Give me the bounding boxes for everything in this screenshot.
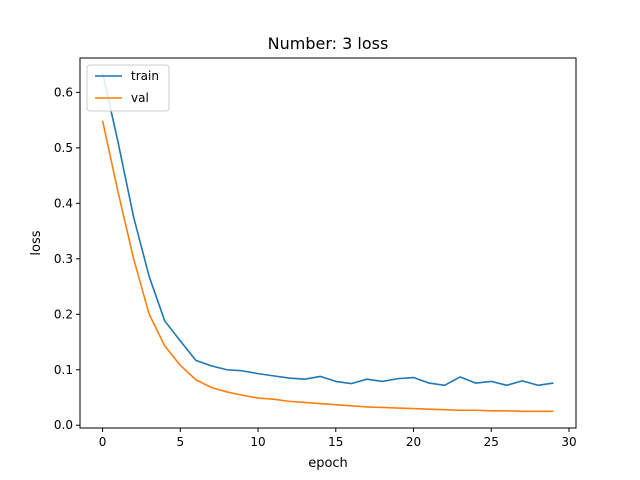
- y-tick-label: 0.0: [54, 418, 73, 432]
- legend-label-val: val: [131, 91, 149, 105]
- series-line-val: [101, 120, 554, 413]
- y-tick-label: 0.1: [54, 363, 73, 377]
- x-tick-label: 30: [561, 435, 576, 449]
- plot-series: [101, 72, 554, 413]
- x-tick-label: 25: [484, 435, 499, 449]
- series-line-train: [101, 72, 554, 387]
- y-tick-label: 0.6: [54, 85, 73, 99]
- legend-label-train: train: [131, 69, 159, 83]
- plot-frame: [79, 57, 577, 429]
- y-tick-label: 0.2: [54, 307, 73, 321]
- legend: train val: [86, 64, 170, 112]
- x-tick-label: 15: [328, 435, 343, 449]
- x-tick-label: 10: [250, 435, 265, 449]
- x-tick-label: 5: [176, 435, 184, 449]
- y-tick-label: 0.3: [54, 252, 73, 266]
- y-tick-label: 0.5: [54, 141, 73, 155]
- x-tick-label: 0: [99, 435, 107, 449]
- axes: 0 5 10 15 20 25 30 0.0 0.1 0.2 0.3 0.4 0.5 0.6: [54, 85, 577, 449]
- chart-title: Number: 3 loss: [268, 34, 389, 53]
- y-axis-label: loss: [29, 230, 44, 255]
- y-tick-label: 0.4: [54, 196, 73, 210]
- x-tick-label: 20: [406, 435, 421, 449]
- x-axis-label: epoch: [308, 456, 348, 471]
